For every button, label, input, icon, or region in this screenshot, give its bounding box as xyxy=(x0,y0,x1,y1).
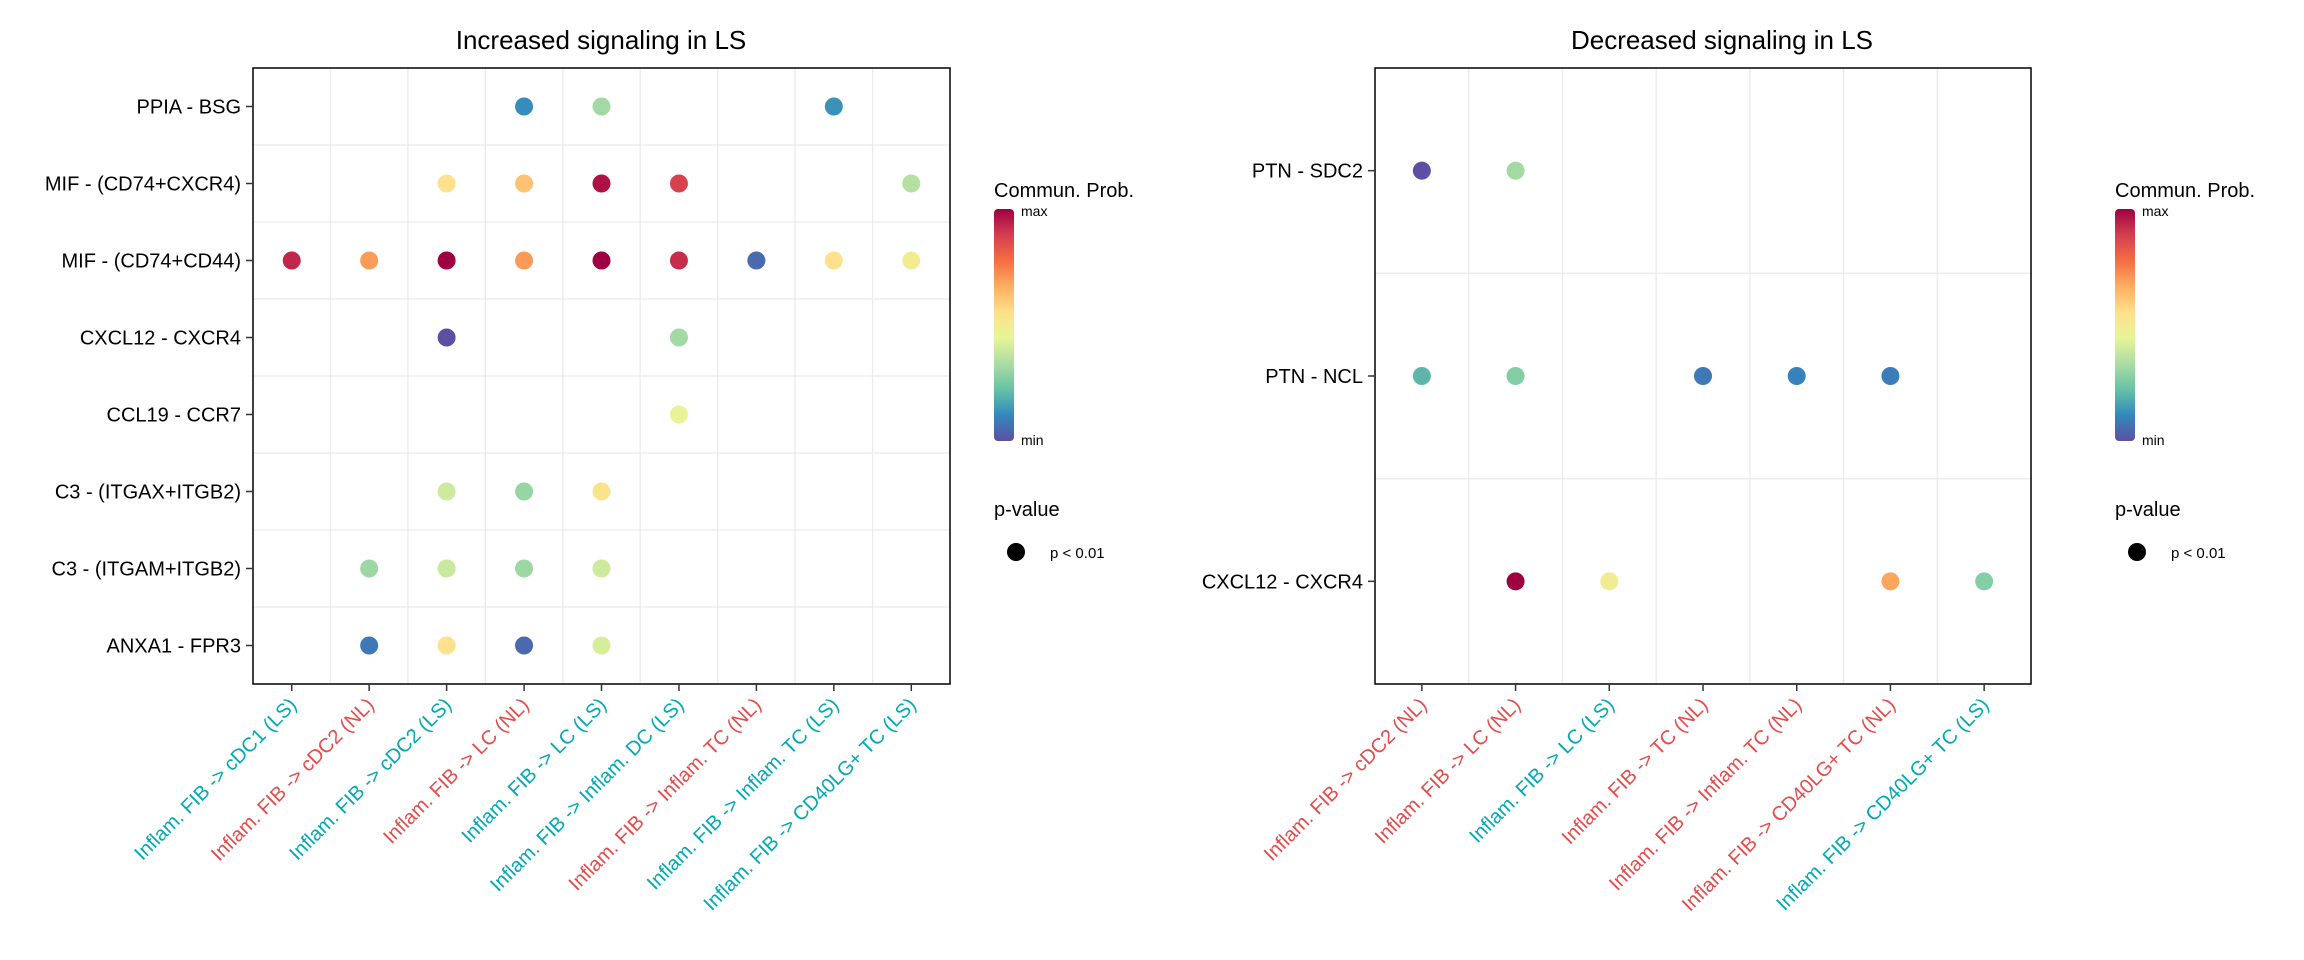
data-point xyxy=(515,97,534,116)
y-tick-label: ANXA1 - FPR3 xyxy=(107,636,241,658)
y-tick-label: CXCL12 - CXCR4 xyxy=(80,328,241,350)
data-point xyxy=(515,636,534,655)
x-tick-label: Inflam. FIB -> cDC2 (NL) xyxy=(1260,694,1432,866)
data-point xyxy=(1600,572,1619,591)
color-legend-title: Commun. Prob. xyxy=(994,180,1134,202)
data-point xyxy=(902,174,921,193)
decreased-signaling-chart: Decreased signaling in LS PTN - SDC2PTN … xyxy=(1202,25,2255,916)
y-tick-label: PPIA - BSG xyxy=(137,97,241,119)
x-tick-label: Inflam. FIB -> LC (NL) xyxy=(379,694,533,848)
color-legend-title: Commun. Prob. xyxy=(2115,180,2255,202)
x-tick-label: Inflam. FIB -> cDC1 (LS) xyxy=(130,694,301,865)
color-legend: Commun. Prob. max min xyxy=(994,180,1134,448)
data-point xyxy=(824,251,843,270)
color-legend-max-label: max xyxy=(1021,203,1047,219)
size-legend: p-value p < 0.01 xyxy=(2115,499,2226,562)
y-tick-label: PTN - SDC2 xyxy=(1252,161,1363,183)
size-legend-title: p-value xyxy=(2115,499,2181,521)
data-point xyxy=(437,328,456,347)
data-point xyxy=(437,174,456,193)
data-point xyxy=(1506,367,1525,385)
chart-title: Decreased signaling in LS xyxy=(1571,25,1873,55)
data-point xyxy=(1506,161,1525,180)
data-point xyxy=(437,251,456,270)
data-point xyxy=(515,559,534,578)
chart-title: Increased signaling in LS xyxy=(456,25,747,55)
y-tick-label: CCL19 - CCR7 xyxy=(107,405,241,427)
data-points xyxy=(1412,161,1994,591)
color-legend-bar xyxy=(2115,209,2135,441)
data-point xyxy=(360,251,379,270)
color-legend: Commun. Prob. max min xyxy=(2115,180,2255,448)
size-legend-dot xyxy=(1007,543,1025,561)
size-legend-dot xyxy=(2128,543,2146,561)
data-point xyxy=(1694,367,1712,385)
increased-signaling-chart: Increased signaling in LS PPIA - BSG MIF … xyxy=(45,25,1134,915)
data-point xyxy=(1975,572,1994,591)
data-point xyxy=(360,636,379,655)
y-tick-label: PTN - NCL xyxy=(1265,366,1363,388)
y-tick-label: MIF - (CD74+CXCR4) xyxy=(45,174,241,196)
x-tick-label: Inflam. FIB -> Inflam. TC (NL) xyxy=(1605,694,1806,895)
data-point xyxy=(592,251,611,270)
y-axis: PTN - SDC2 PTN - NCL CXCL12 - CXCR4 xyxy=(1202,161,1375,593)
data-point xyxy=(1412,367,1431,385)
y-axis: PPIA - BSG MIF - (CD74+CXCR4) MIF - (CD74+… xyxy=(45,97,253,658)
data-point xyxy=(515,174,534,193)
data-point xyxy=(1412,161,1431,180)
data-point xyxy=(669,405,688,424)
data-points xyxy=(282,97,921,655)
data-point xyxy=(592,482,611,501)
data-point xyxy=(902,251,921,270)
plot-grid xyxy=(253,68,950,684)
y-tick-label: C3 - (ITGAX+ITGB2) xyxy=(55,482,241,504)
x-tick-label: Inflam. FIB -> cDC2 (LS) xyxy=(285,694,456,865)
data-point xyxy=(592,174,611,193)
data-point xyxy=(437,559,456,578)
data-point xyxy=(592,559,611,578)
data-point xyxy=(282,251,301,270)
data-point xyxy=(824,97,843,116)
data-point xyxy=(360,559,379,578)
color-legend-min-label: min xyxy=(1021,432,1044,448)
plot-grid xyxy=(1375,68,2031,684)
data-point xyxy=(437,482,456,501)
x-axis: Inflam. FIB -> cDC1 (LS)Inflam. FIB -> c… xyxy=(130,684,921,915)
data-point xyxy=(669,328,688,347)
color-legend-min-label: min xyxy=(2142,432,2165,448)
y-tick-label: MIF - (CD74+CD44) xyxy=(62,251,241,273)
data-point xyxy=(747,251,766,270)
data-point xyxy=(515,251,534,270)
size-legend: p-value p < 0.01 xyxy=(994,499,1105,562)
data-point xyxy=(1881,572,1900,591)
size-legend-label: p < 0.01 xyxy=(1050,545,1105,562)
x-tick-label: Inflam. FIB -> LC (LS) xyxy=(458,694,611,847)
y-tick-label: C3 - (ITGAM+ITGB2) xyxy=(52,559,241,581)
size-legend-label: p < 0.01 xyxy=(2171,545,2226,562)
size-legend-title: p-value xyxy=(994,499,1060,521)
x-tick-label: Inflam. FIB -> CD40LG+ TC (LS) xyxy=(1772,694,1993,915)
x-axis: Inflam. FIB -> cDC2 (NL)Inflam. FIB -> L… xyxy=(1260,684,1994,916)
data-point xyxy=(592,636,611,655)
color-legend-bar xyxy=(994,209,1014,441)
x-tick-label: Inflam. FIB -> cDC2 (NL) xyxy=(207,694,379,866)
color-legend-max-label: max xyxy=(2142,203,2168,219)
data-point xyxy=(1787,367,1806,385)
data-point xyxy=(1506,572,1525,591)
data-point xyxy=(669,174,688,193)
data-point xyxy=(1881,367,1900,385)
data-point xyxy=(437,636,456,655)
data-point xyxy=(592,97,611,116)
data-point xyxy=(669,251,688,270)
data-point xyxy=(515,482,534,501)
y-tick-label: CXCL12 - CXCR4 xyxy=(1202,571,1363,593)
